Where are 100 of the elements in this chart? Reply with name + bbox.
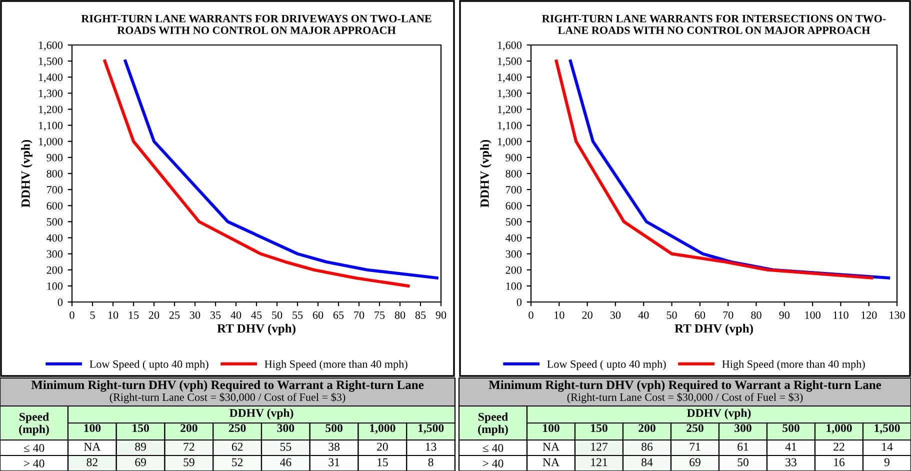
x-tick-label: 300 [734,424,752,432]
data-label: 38 [328,442,340,451]
data-label: 121 [591,458,608,466]
data-label: 69 [135,458,146,466]
data-label: 72 [184,442,194,451]
data-label: 71 [690,442,700,451]
x-tick-label: 50 [272,311,282,319]
x-tick-label: 0 [70,311,74,319]
chart-title: Minimum Right-turn DHV (vph) Required to Warrant a Right-turn Lane [488,380,882,392]
data-label: 82 [86,458,98,466]
y-tick-label: 300 [506,250,522,258]
y-tick-label: 500 [46,218,63,226]
x-tick-label: 100 [805,311,820,319]
chart-title: Minimum Right-turn DHV (vph) Required to Warrant a Right-turn Lane [31,380,424,392]
y-tick-label: 700 [506,186,522,194]
chart-title: RIGHT-TURN LANE WARRANTS FOR INTERSECTIONS ON TWO- LANE ROADS WITH NO CONTROL ON MAJOR APPROACH [542,14,886,34]
data-label: 86 [642,442,653,451]
x-tick-label: 90 [779,311,790,319]
data-label: 20 [377,442,388,451]
x-tick-label: 85 [415,311,426,319]
y-tick-label: 400 [506,234,522,242]
data-label: 69 [690,458,700,466]
y-tick-label: 1,000 [498,138,522,147]
y-tick-label: 100 [47,282,63,290]
text: NA [84,442,101,451]
x-tick-label: 100 [84,424,101,432]
x-tick-label: 1,000 [826,424,852,434]
y-tick-label: > 40 [482,459,504,468]
y-tick-label: 0 [516,298,522,306]
x-axis-title: DDHV (vph) [230,408,294,420]
x-tick-label: 110 [834,311,848,319]
x-tick-label: 80 [394,311,406,319]
y-tick-label: ≤ 40 [482,444,504,452]
y-tick-label: 1,600 [498,41,522,51]
data-label: 14 [882,442,893,451]
data-label: 41 [785,442,796,451]
data-label: 8 [428,458,434,466]
data-label: 22 [834,442,844,451]
x-tick-label: 80 [751,311,762,319]
y-tick-label: 400 [46,234,63,242]
x-tick-label: 30 [610,311,621,319]
data-label: 50 [738,458,748,466]
x-tick-label: 100 [543,424,560,432]
x-tick-label: 250 [686,424,704,432]
y-tick-label: 800 [46,170,63,178]
data-label: 59 [184,458,194,466]
x-tick-label: 40 [230,311,242,319]
data-label: 84 [642,458,653,466]
x-tick-label: 1,500 [418,424,444,434]
y-tick-label: 0 [58,298,63,306]
x-tick-label: 40 [638,311,649,319]
x-tick-label: 250 [228,424,246,432]
y-tick-label: > 40 [24,459,44,468]
data-label: 46 [280,458,292,466]
x-tick-label: 120 [861,311,877,319]
y-axis-title: Speed (mph) [19,412,49,436]
y-tick-label: 1,500 [498,58,522,67]
x-tick-label: 1,000 [370,424,396,434]
x-tick-label: 60 [694,311,706,319]
x-tick-label: 25 [169,311,180,319]
x-tick-label: 35 [210,311,221,319]
data-label: 62 [232,442,243,451]
x-tick-label: 50 [666,311,677,319]
x-tick-label: 0 [528,311,534,319]
data-label: 15 [378,458,388,466]
chart-subtitle: (Right-turn Lane Cost = $30,000 / Cost of Fuel = $3) [567,392,803,404]
y-tick-label: 200 [46,266,63,274]
y-tick-label: 300 [46,250,63,258]
data-label: 89 [135,442,146,451]
line-series [124,60,438,280]
x-tick-label: 130 [890,311,905,319]
x-tick-label: 70 [354,311,364,319]
x-tick-label: 500 [326,424,342,432]
x-tick-label: 500 [782,424,800,432]
x-tick-label: 200 [180,424,198,432]
y-tick-label: 1,200 [38,106,63,115]
x-tick-label: 65 [333,311,344,319]
text: NA [542,458,560,466]
y-tick-label: 1,100 [498,122,522,131]
data-label: 31 [328,458,340,466]
y-tick-label: 600 [506,202,522,210]
x-tick-label: 45 [251,311,262,319]
x-tick-label: 1,500 [874,424,900,434]
x-axis-title: RT DHV (vph) [674,324,753,336]
y-tick-label: 1,300 [38,90,63,99]
x-tick-label: 75 [374,311,385,319]
x-tick-label: 300 [277,424,294,432]
chart-subtitle: (Right-turn Lane Cost = $30,000 / Cost of Fuel = $3) [110,392,346,404]
data-label: 61 [738,442,748,451]
data-label: 55 [280,442,292,451]
x-tick-label: 60 [312,311,324,319]
x-tick-label: 20 [148,311,160,319]
y-tick-label: 900 [46,154,63,162]
x-tick-label: 10 [108,311,118,319]
y-tick-label: 100 [506,282,522,290]
x-tick-label: 20 [582,311,592,319]
data-label: 13 [426,442,436,451]
y-tick-label: 1,400 [38,74,63,83]
data-label: 9 [884,458,890,466]
data-label: 52 [232,458,243,466]
